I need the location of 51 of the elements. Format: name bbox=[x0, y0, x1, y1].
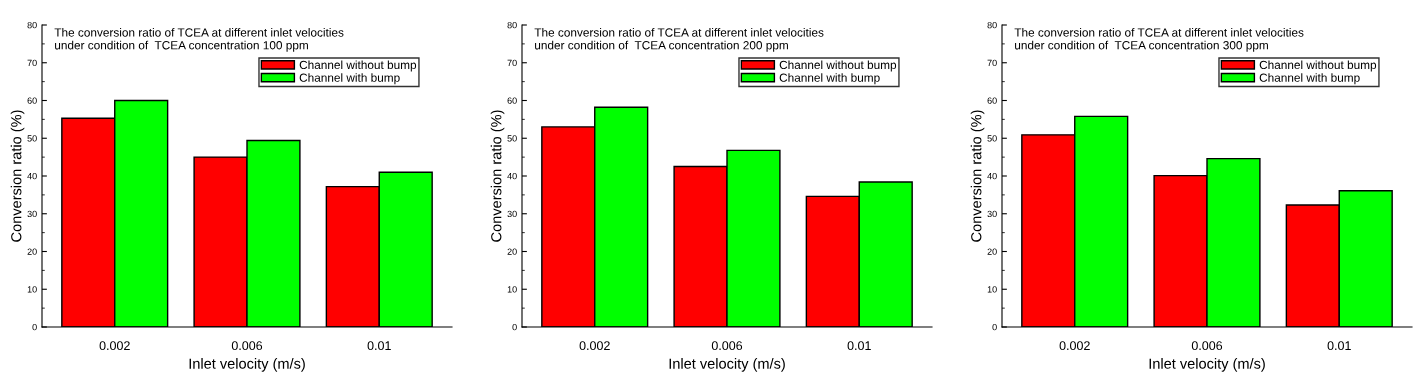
legend-label: Channel without bump bbox=[299, 60, 417, 72]
legend-label: Channel with bump bbox=[1259, 73, 1360, 85]
y-tick-label: 30 bbox=[27, 210, 37, 218]
y-tick-label: 0 bbox=[32, 323, 37, 331]
x-tick-label: 0.006 bbox=[1191, 341, 1223, 351]
x-axis-title: Inlet velocity (m/s) bbox=[669, 358, 785, 372]
y-tick-label: 70 bbox=[27, 59, 37, 67]
y-axis-title: Conversion ratio (%) bbox=[490, 110, 505, 242]
x-tick-label: 0.01 bbox=[367, 341, 391, 351]
y-tick-label: 70 bbox=[987, 59, 997, 67]
x-axis-title: Inlet velocity (m/s) bbox=[1149, 358, 1265, 372]
y-tick-label: 50 bbox=[507, 135, 517, 142]
x-tick-label: 0.002 bbox=[99, 341, 130, 351]
x-tick-label: 0.006 bbox=[231, 341, 263, 351]
y-tick-label: 80 bbox=[987, 21, 997, 29]
y-axis-title: Conversion ratio (%) bbox=[10, 110, 25, 242]
y-tick-label: 30 bbox=[987, 210, 997, 218]
y-tick-label: 20 bbox=[27, 248, 37, 255]
y-tick-label: 50 bbox=[27, 135, 37, 142]
legend-label: Channel with bump bbox=[779, 73, 880, 85]
y-tick-label: 80 bbox=[27, 21, 37, 29]
y-tick-label: 60 bbox=[507, 97, 517, 104]
y-tick-label: 20 bbox=[507, 248, 517, 255]
x-tick-label: 0.002 bbox=[579, 341, 610, 351]
y-tick-label: 10 bbox=[27, 286, 37, 293]
legend-label: Channel without bump bbox=[1259, 60, 1377, 72]
y-tick-label: 10 bbox=[507, 286, 517, 293]
y-tick-label: 0 bbox=[512, 323, 517, 331]
y-tick-label: 10 bbox=[987, 286, 997, 293]
legend-label: Channel without bump bbox=[779, 60, 897, 72]
x-tick-label: 0.01 bbox=[847, 341, 871, 351]
x-tick-label: 0.006 bbox=[711, 341, 743, 351]
text: The conversion ratio of TCEA at different inlet velocities under condition of TCEA concentration 200 ppm bbox=[534, 28, 824, 52]
y-tick-label: 40 bbox=[507, 172, 517, 180]
y-tick-label: 20 bbox=[987, 248, 997, 255]
y-axis-title: Conversion ratio (%) bbox=[970, 110, 985, 242]
y-tick-label: 80 bbox=[507, 21, 517, 29]
y-tick-label: 30 bbox=[507, 210, 517, 218]
y-tick-label: 70 bbox=[507, 59, 517, 67]
y-tick-label: 40 bbox=[987, 172, 997, 180]
legend-label: Channel with bump bbox=[299, 73, 400, 85]
text: The conversion ratio of TCEA at different inlet velocities under condition of TCEA concentration 300 ppm bbox=[1014, 28, 1304, 52]
y-tick-label: 50 bbox=[987, 135, 997, 142]
y-tick-label: 40 bbox=[27, 172, 37, 180]
text: The conversion ratio of TCEA at different inlet velocities under condition of TCEA concentration 100 ppm bbox=[54, 28, 344, 52]
y-tick-label: 60 bbox=[27, 97, 37, 104]
x-tick-label: 0.01 bbox=[1327, 341, 1351, 351]
x-tick-label: 0.002 bbox=[1059, 341, 1090, 351]
x-axis-title: Inlet velocity (m/s) bbox=[189, 358, 305, 372]
y-tick-label: 60 bbox=[987, 97, 997, 104]
y-tick-label: 0 bbox=[992, 323, 997, 331]
